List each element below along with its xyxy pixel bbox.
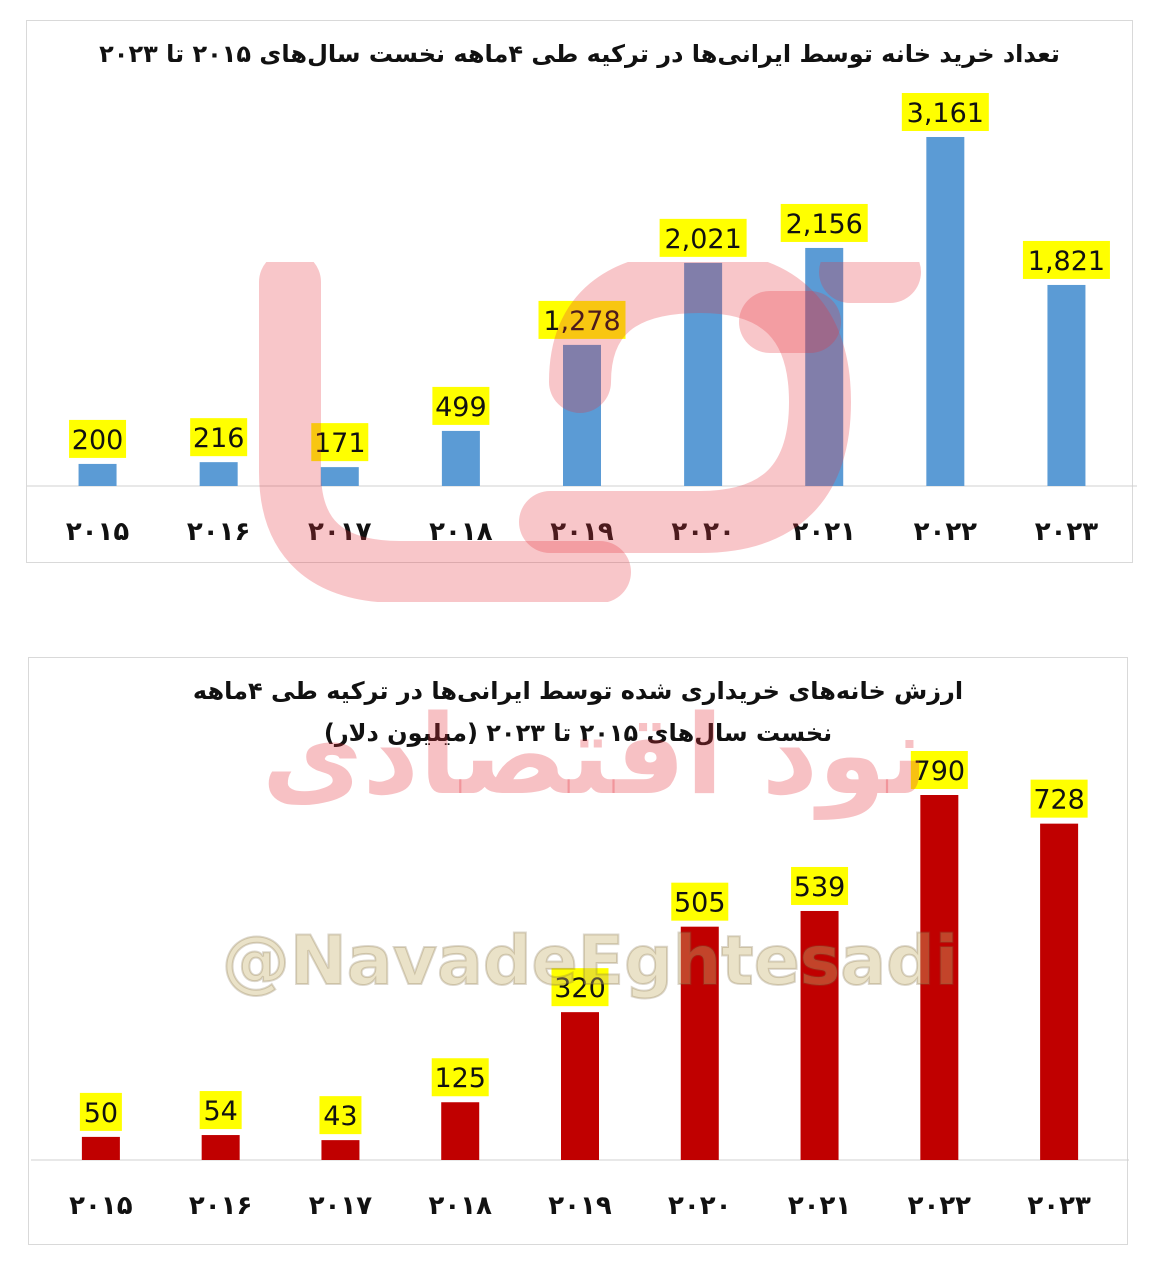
data-label-bg [69, 419, 127, 458]
x-tick-label: ۲۰۲۳ [1035, 517, 1099, 547]
bar [561, 1012, 599, 1160]
x-tick-label: ۲۰۱۸ [428, 1191, 492, 1221]
bar [563, 344, 601, 486]
bar [680, 926, 719, 1160]
data-label: 499 [435, 392, 487, 423]
bar [805, 247, 844, 486]
data-label: 171 [314, 428, 366, 459]
data-label: 216 [193, 423, 245, 454]
bar [199, 462, 238, 486]
x-tick-label: ۲۰۱۷ [309, 1191, 373, 1221]
data-label: 200 [72, 425, 124, 456]
data-label-bg [79, 1092, 122, 1131]
bar [920, 795, 959, 1160]
bar [441, 430, 480, 486]
data-label-bg [671, 882, 729, 921]
x-tick-label: ۲۰۱۷ [308, 517, 372, 547]
data-label: 505 [674, 888, 726, 919]
data-label-bg [538, 300, 626, 339]
data-label-bg [431, 1058, 489, 1097]
x-tick-label: ۲۰۲۲ [914, 517, 978, 547]
data-label-bg [199, 1091, 242, 1130]
bar [800, 910, 839, 1160]
data-label: 50 [84, 1098, 118, 1129]
bar-chart-house-value: 50 ۲۰۱۵ 54 ۲۰۱۶ 43 ۲۰۱۷ 125 ۲۰۱۸ 320 ۲۰۱۹ 505 ۲۰۲۰ 5… [31, 751, 1129, 1221]
x-tick-label: ۲۰۲۰ [671, 517, 734, 547]
data-label-bg [791, 866, 849, 905]
bar-chart-house-count: 200 ۲۰۱۵ 216 ۲۰۱۶ 171 ۲۰۱۷ 499 ۲۰۱۸ 1,278 ۲۰۱۹ 2,0… [27, 93, 1137, 547]
data-label-bg [190, 418, 248, 457]
x-tick-label: ۲۰۱۹ [550, 517, 614, 547]
data-label: 2,156 [786, 209, 863, 240]
x-tick-label: ۲۰۲۲ [908, 1191, 972, 1221]
data-label-bg [910, 751, 968, 789]
data-label-bg [432, 386, 490, 425]
data-label-bg [659, 218, 747, 257]
x-tick-label: ۲۰۱۶ [189, 1191, 252, 1221]
data-label-bg [319, 1096, 362, 1135]
x-tick-label: ۲۰۱۸ [429, 517, 493, 547]
x-tick-label: ۲۰۱۹ [548, 1191, 612, 1221]
x-tick-label: ۲۰۲۳ [1027, 1191, 1091, 1221]
bar [81, 1136, 120, 1160]
bar [926, 137, 965, 486]
bar [441, 1102, 480, 1160]
data-label: 1,278 [543, 306, 620, 337]
bar [201, 1135, 240, 1160]
x-tick-label: ۲۰۲۱ [788, 1191, 851, 1221]
data-label: 43 [323, 1101, 357, 1132]
chart-panel-house-count: تعداد خرید خانه توسط ایرانی‌ها در ترکیه … [26, 20, 1137, 563]
data-label-bg [780, 203, 868, 242]
chart-title: ارزش خانه‌های خریداری شده توسط ایرانی‌ها… [192, 677, 964, 747]
bar [1040, 823, 1079, 1160]
x-tick-label: ۲۰۲۱ [792, 517, 855, 547]
bar [320, 467, 359, 486]
data-label: 728 [1033, 785, 1085, 816]
data-label: 125 [434, 1063, 486, 1094]
data-label: 2,021 [664, 224, 741, 255]
data-label: 320 [554, 973, 606, 1004]
bar [78, 463, 117, 486]
bar [684, 262, 723, 486]
bar [321, 1140, 360, 1160]
chart-panel-house-value: ارزش خانه‌های خریداری شده توسط ایرانی‌ها… [28, 657, 1129, 1245]
data-label: 1,821 [1028, 246, 1105, 277]
data-label-bg [1022, 240, 1110, 279]
data-label: 3,161 [907, 98, 984, 129]
x-tick-label: ۲۰۱۵ [69, 1191, 133, 1221]
data-label-bg [1030, 779, 1088, 818]
data-label: 539 [794, 872, 846, 903]
data-label: 54 [203, 1096, 237, 1127]
x-tick-label: ۲۰۱۶ [187, 517, 250, 547]
data-label: 790 [914, 756, 966, 787]
bar [1047, 284, 1086, 486]
x-tick-label: ۲۰۲۰ [668, 1191, 731, 1221]
chart-title: تعداد خرید خانه توسط ایرانی‌ها در ترکیه … [99, 40, 1060, 68]
x-tick-label: ۲۰۱۵ [66, 517, 130, 547]
data-label-bg [551, 968, 609, 1007]
data-label-bg [311, 423, 369, 462]
data-label-bg [901, 93, 989, 131]
